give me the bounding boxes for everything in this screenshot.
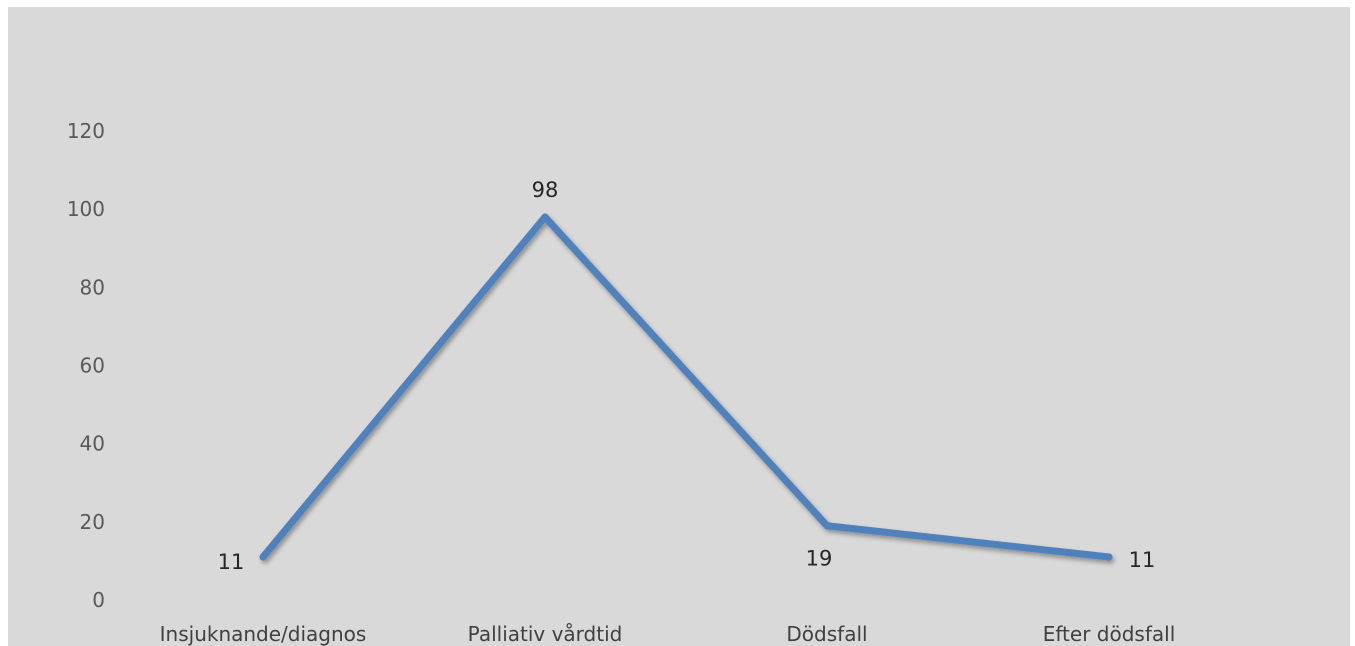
y-tick-label: 40 [80, 432, 105, 456]
y-axis-tick-labels: 0 20 40 60 80 100 120 [67, 119, 105, 612]
chart-area: 0 20 40 60 80 100 120 Insjuknande/diagnos Palli… [8, 7, 1350, 646]
x-category-label: Dödsfall [786, 622, 867, 646]
y-tick-label: 20 [80, 510, 105, 534]
y-tick-label: 100 [67, 197, 105, 221]
data-point [541, 213, 549, 221]
y-tick-label: 120 [67, 119, 105, 143]
x-category-label: Insjuknande/diagnos [160, 622, 367, 646]
series-line [259, 213, 1113, 561]
data-labels: 11 98 19 11 [218, 178, 1156, 574]
y-tick-label: 60 [80, 354, 105, 378]
y-tick-label: 80 [80, 275, 105, 299]
data-label: 11 [218, 550, 245, 574]
data-label: 19 [806, 547, 833, 571]
data-label: 11 [1129, 548, 1156, 572]
data-point [259, 553, 267, 561]
line-chart: 0 20 40 60 80 100 120 Insjuknande/diagnos Palli… [67, 119, 1176, 646]
x-axis-category-labels: Insjuknande/diagnos Palliativ vårdtid Döds… [160, 622, 1176, 646]
x-category-label: Palliativ vårdtid [468, 622, 623, 646]
data-points [259, 213, 1113, 561]
data-point [1105, 553, 1113, 561]
data-label: 98 [532, 178, 559, 202]
x-category-label: Efter dödsfall [1043, 622, 1176, 646]
series-line-group [259, 213, 1113, 561]
y-tick-label: 0 [92, 588, 105, 612]
data-point [823, 522, 831, 530]
